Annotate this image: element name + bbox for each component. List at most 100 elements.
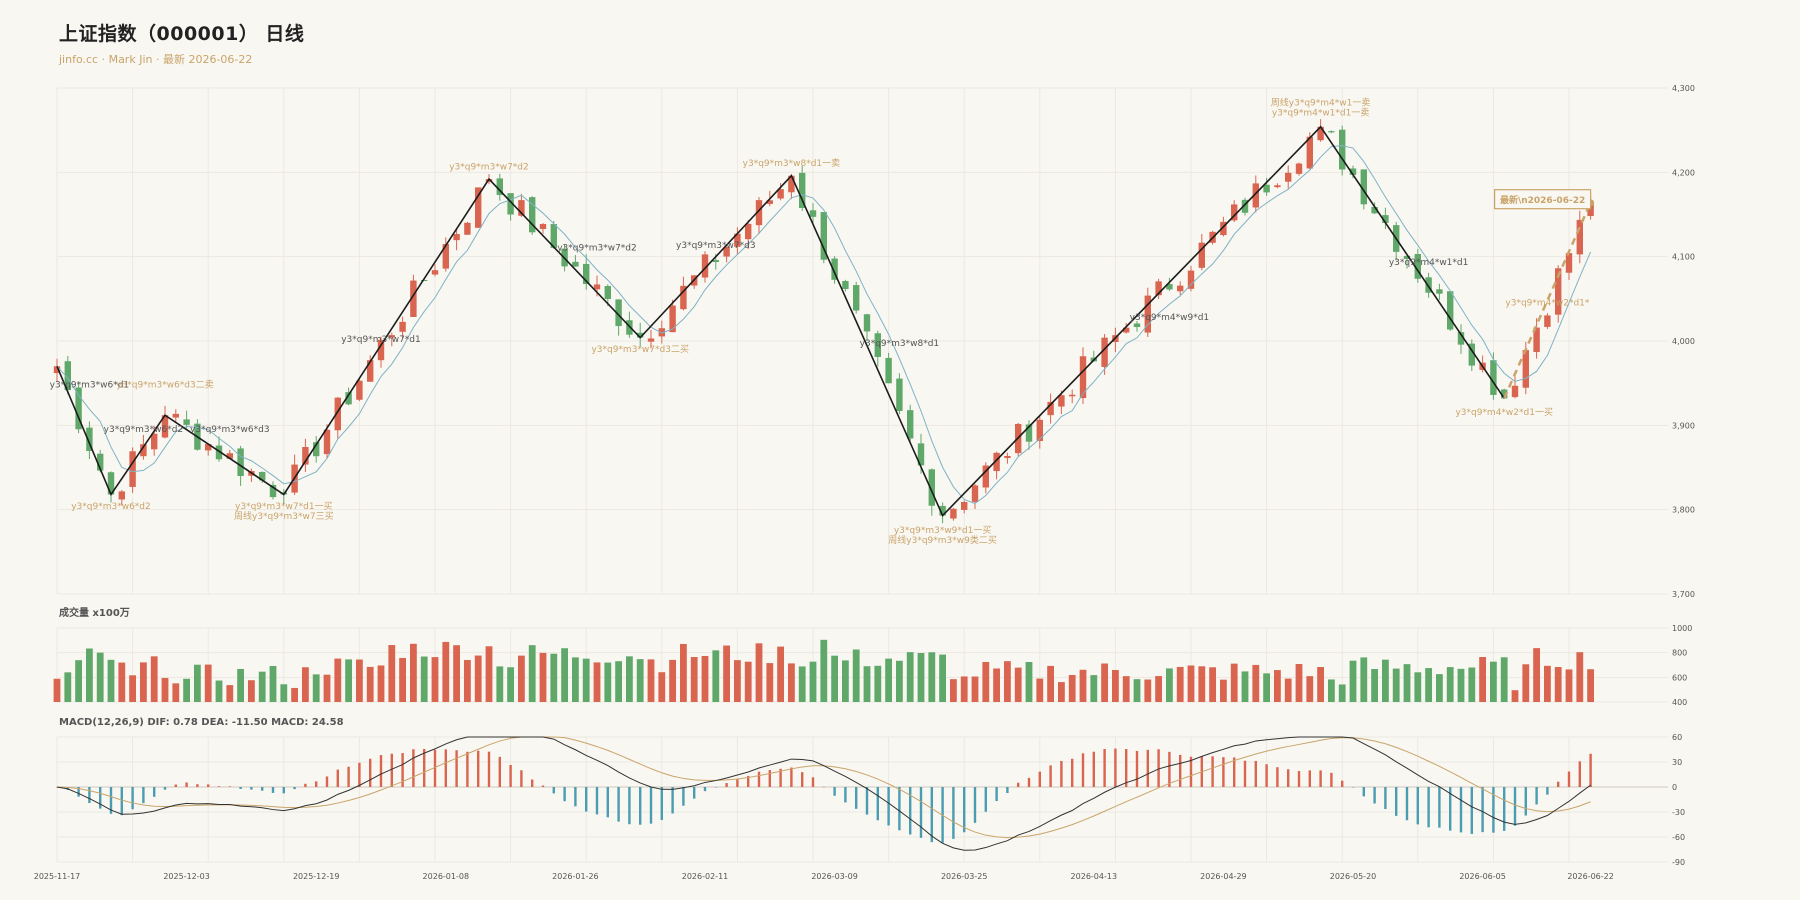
- candle-body: [1036, 419, 1043, 442]
- macd-histogram-bar: [261, 787, 264, 791]
- volume-bar: [53, 678, 61, 702]
- volume-bar: [1436, 674, 1443, 702]
- candle-body: [269, 484, 277, 498]
- candle-body: [1425, 277, 1432, 293]
- candle-body: [388, 335, 395, 338]
- macd-histogram-bar: [109, 787, 113, 814]
- macd-histogram-bar: [207, 784, 210, 787]
- grid-layer: [56, 87, 1668, 863]
- volume-bar: [1382, 659, 1389, 702]
- annotation-label: y3*q9*m4*w2*d1一买: [1455, 407, 1553, 418]
- candle-body: [367, 360, 374, 382]
- candle-body: [1490, 360, 1497, 395]
- candle-body: [874, 333, 881, 357]
- macd-histogram-bar: [1157, 749, 1160, 787]
- volume-bar: [928, 652, 936, 702]
- macd-histogram-bar: [1254, 760, 1257, 787]
- volume-layer: 成交量 x100万: [53, 606, 1594, 702]
- volume-bar: [1544, 665, 1551, 702]
- macd-histogram-bar: [552, 787, 555, 794]
- macd-histogram-bar: [325, 776, 329, 787]
- macd-histogram-bar: [477, 750, 480, 787]
- y-tick-label: 800: [1672, 649, 1687, 658]
- annotation-label: y3*q9*m3*w6*d3: [190, 425, 270, 435]
- volume-bar: [302, 667, 309, 702]
- macd-histogram-bar: [1027, 777, 1031, 787]
- candle-body: [831, 258, 838, 280]
- macd-histogram-bar: [304, 783, 307, 787]
- volume-bar: [410, 643, 417, 702]
- volume-bar: [950, 679, 957, 702]
- volume-bar: [507, 667, 514, 702]
- macd-histogram-bar: [1578, 761, 1581, 787]
- annotation-label: y3*q9*m3*w6*d1: [50, 380, 130, 390]
- candle-body: [1360, 169, 1367, 205]
- volume-bar: [86, 648, 93, 702]
- macd-histogram-bar: [995, 787, 998, 802]
- volume-bar: [1198, 666, 1206, 702]
- macd-histogram-bar: [541, 785, 545, 787]
- macd-histogram-bar: [725, 783, 728, 787]
- macd-histogram-bar: [779, 768, 782, 787]
- annotation-label: y3*q9*m3*w7*d1一买: [235, 501, 333, 512]
- macd-histogram-bar: [1589, 753, 1592, 787]
- ma-line: [56, 145, 1592, 505]
- macd-histogram-bar: [1222, 757, 1225, 787]
- macd-histogram-bar: [984, 787, 987, 812]
- candle-body: [421, 280, 428, 282]
- macd-histogram-bar: [1071, 758, 1074, 787]
- macd-histogram-bar: [1524, 787, 1527, 816]
- macd-histogram-bar: [790, 767, 793, 787]
- macd-histogram-bar: [336, 769, 339, 787]
- volume-bar: [582, 658, 590, 702]
- macd-histogram-bar: [466, 751, 469, 787]
- macd-histogram-bar: [768, 770, 771, 787]
- y-tick-label: -60: [1672, 833, 1685, 842]
- y-tick-label: 3,800: [1672, 506, 1695, 515]
- volume-bar: [215, 680, 223, 702]
- macd-histogram-bar: [1503, 787, 1506, 831]
- macd-histogram-bar: [1092, 751, 1095, 787]
- candle-body: [1144, 295, 1151, 333]
- volume-bar: [842, 660, 849, 702]
- volume-bar: [1468, 667, 1476, 702]
- candle-body: [1047, 401, 1054, 416]
- macd-histogram-bar: [153, 787, 156, 797]
- macd-histogram-bar: [617, 787, 620, 822]
- volume-bar: [1047, 665, 1054, 702]
- zigzag-line: [56, 125, 1505, 517]
- chart-title: 上证指数（000001） 日线: [59, 23, 305, 45]
- macd-histogram-bar: [660, 787, 663, 821]
- macd-histogram-bar: [833, 787, 836, 796]
- macd-histogram-bar: [1287, 769, 1290, 787]
- y-tick-label: 4,200: [1672, 168, 1695, 177]
- candle-body: [1274, 185, 1281, 188]
- annotation-label: y3*q9*m4*w1*d1: [1389, 258, 1469, 268]
- volume-bar: [831, 655, 838, 702]
- volume-bar: [1457, 668, 1465, 702]
- macd-histogram-bar: [919, 787, 923, 838]
- candle-body: [615, 299, 622, 327]
- macd-histogram-bar: [282, 787, 285, 794]
- candle-body: [712, 260, 719, 262]
- candle-body: [863, 314, 871, 332]
- macd-histogram-bar: [163, 787, 167, 790]
- candle-body: [917, 443, 925, 466]
- volume-bar: [1263, 673, 1270, 702]
- volume-bar: [798, 666, 806, 702]
- macd-histogram-bar: [390, 753, 393, 787]
- macd-histogram-bar: [822, 786, 825, 788]
- macd-histogram-bar: [801, 772, 804, 787]
- candle-body: [1198, 242, 1205, 268]
- macd-histogram-bar: [131, 787, 134, 810]
- macd-histogram-bar: [1373, 787, 1376, 804]
- volume-bar: [258, 671, 266, 702]
- macd-histogram-bar: [1297, 771, 1301, 787]
- x-tick-label: 2026-03-25: [941, 872, 988, 881]
- candle-body: [896, 378, 903, 411]
- volume-bar: [1101, 663, 1108, 702]
- macd-histogram-bar: [1146, 749, 1149, 787]
- macd-histogram-bar: [196, 784, 199, 787]
